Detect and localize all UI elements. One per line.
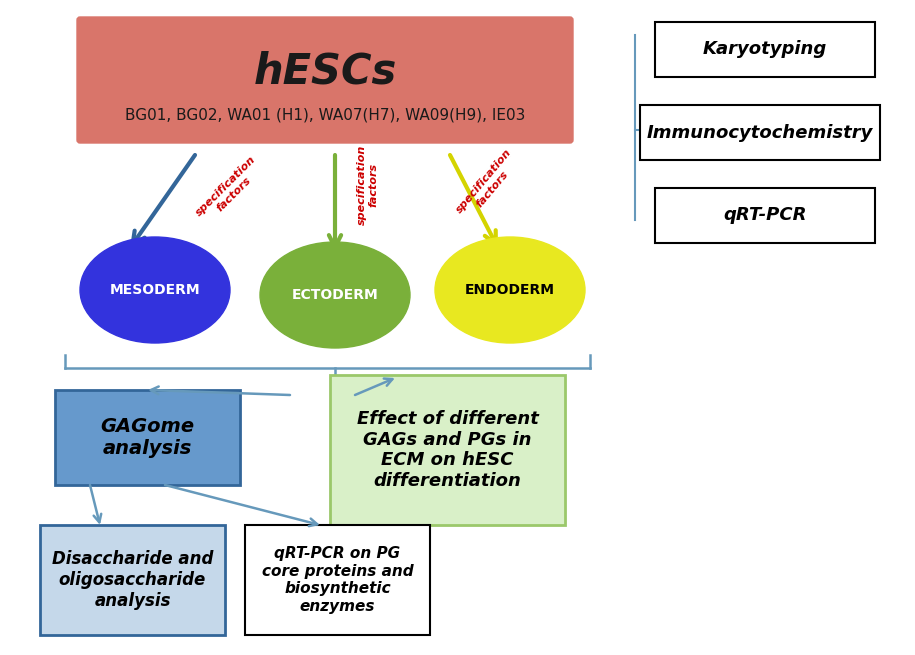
Text: Karyotyping: Karyotyping xyxy=(703,41,827,58)
FancyBboxPatch shape xyxy=(245,525,430,635)
Text: specification
factors: specification factors xyxy=(194,154,266,226)
Ellipse shape xyxy=(80,237,230,343)
FancyBboxPatch shape xyxy=(640,105,880,160)
FancyBboxPatch shape xyxy=(55,390,240,485)
Text: ENDODERM: ENDODERM xyxy=(465,283,555,297)
Text: hESCs: hESCs xyxy=(253,51,396,93)
Text: Immunocytochemistry: Immunocytochemistry xyxy=(647,124,873,141)
Text: GAGome
analysis: GAGome analysis xyxy=(101,417,195,458)
Text: qRT-PCR: qRT-PCR xyxy=(723,206,807,225)
Text: specification
factors: specification factors xyxy=(454,147,522,223)
FancyBboxPatch shape xyxy=(330,375,565,525)
Text: MESODERM: MESODERM xyxy=(110,283,200,297)
FancyBboxPatch shape xyxy=(77,17,573,143)
Text: Effect of different
GAGs and PGs in
ECM on hESC
differentiation: Effect of different GAGs and PGs in ECM … xyxy=(357,410,538,490)
Text: qRT-PCR on PG
core proteins and
biosynthetic
enzymes: qRT-PCR on PG core proteins and biosynth… xyxy=(262,546,414,614)
FancyBboxPatch shape xyxy=(655,22,875,77)
Text: BG01, BG02, WA01 (H1), WA07(H7), WA09(H9), IE03: BG01, BG02, WA01 (H1), WA07(H7), WA09(H9… xyxy=(124,107,525,122)
FancyBboxPatch shape xyxy=(655,188,875,243)
Ellipse shape xyxy=(435,237,585,343)
Text: ECTODERM: ECTODERM xyxy=(292,288,379,302)
Ellipse shape xyxy=(260,242,410,348)
Text: specification
factors: specification factors xyxy=(357,145,379,225)
FancyBboxPatch shape xyxy=(40,525,225,635)
Text: Disaccharide and
oligosaccharide
analysis: Disaccharide and oligosaccharide analysi… xyxy=(52,550,213,610)
